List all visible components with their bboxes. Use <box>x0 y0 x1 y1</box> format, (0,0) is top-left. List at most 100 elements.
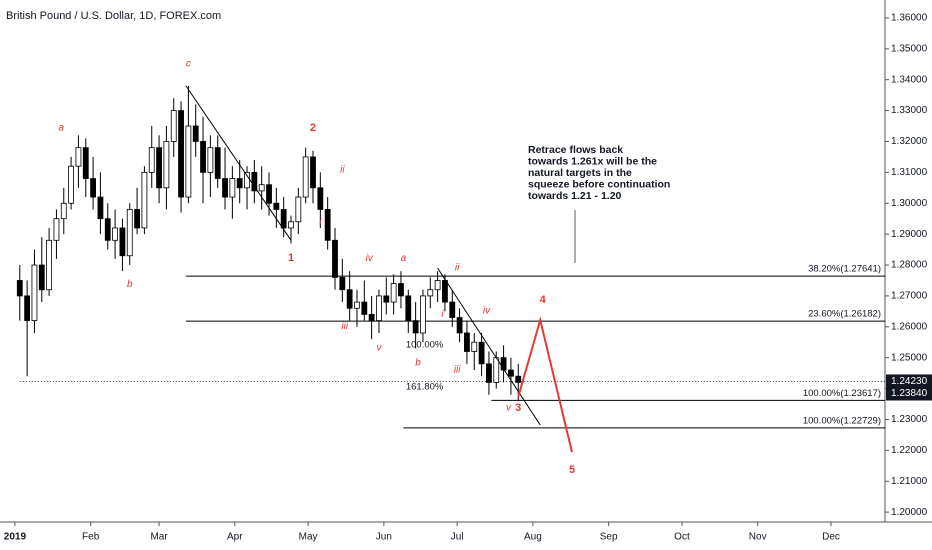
wave-label: i <box>441 309 444 320</box>
candle-body <box>90 178 96 198</box>
wave-label: a <box>59 123 65 134</box>
candle-body <box>148 147 155 173</box>
y-tick-label: 1.25000 <box>891 352 928 363</box>
candle-body <box>478 341 485 365</box>
wave-label: i <box>319 217 322 228</box>
candle-body <box>178 110 184 198</box>
candle-body <box>156 147 162 189</box>
candle-body <box>295 196 302 223</box>
candle-body <box>200 141 206 173</box>
x-tick-label: Mar <box>150 532 168 543</box>
note-line: natural targets in the <box>528 167 632 179</box>
y-tick-label: 1.33000 <box>891 105 928 116</box>
x-tick-label: Apr <box>227 532 243 543</box>
candle-body <box>390 283 397 303</box>
candle-body <box>244 171 250 189</box>
candle-body <box>53 218 60 241</box>
candle-body <box>456 317 463 334</box>
y-tick-label: 1.23000 <box>891 414 928 425</box>
candle-body <box>97 196 104 220</box>
wave-label: b <box>127 279 133 290</box>
candle-body <box>273 202 280 210</box>
candle-body <box>317 187 324 210</box>
candle-body <box>60 202 67 220</box>
candle-body <box>185 125 192 198</box>
wave-label: iii <box>454 365 461 376</box>
price-label-box <box>886 374 932 389</box>
candle-body <box>119 227 126 257</box>
price-label: 1.23840 <box>891 388 928 399</box>
candle-body <box>434 280 441 291</box>
wave-label: iv <box>483 306 491 317</box>
candle-body <box>192 125 199 142</box>
candle-body <box>346 289 353 309</box>
y-tick-label: 1.22000 <box>891 445 928 456</box>
y-tick-label: 1.35000 <box>891 43 928 54</box>
candle-body <box>486 363 492 383</box>
candle-body <box>126 209 133 257</box>
candle-body <box>310 156 316 189</box>
wave-label: 2 <box>310 122 316 134</box>
y-tick-label: 1.28000 <box>891 260 928 271</box>
candle-body <box>75 147 82 167</box>
candle-body <box>82 147 89 179</box>
y-tick-label: 1.34000 <box>891 74 928 85</box>
x-tick-label: Jun <box>376 532 392 543</box>
x-tick-label: Dec <box>822 532 840 543</box>
candle-body <box>104 218 111 241</box>
y-tick-label: 1.30000 <box>891 198 928 209</box>
wave-label: v <box>376 343 382 354</box>
candle-body <box>258 184 265 192</box>
candle-body <box>229 178 236 198</box>
candle-body <box>471 341 478 352</box>
candle-body <box>449 301 456 318</box>
x-tick-label: Sep <box>600 532 618 543</box>
candle-body <box>515 375 522 383</box>
candle-body <box>134 209 140 229</box>
x-tick-label: Aug <box>524 532 542 543</box>
y-tick-label: 1.32000 <box>891 136 928 147</box>
wave-label: a <box>401 253 407 264</box>
candle-body <box>361 301 368 315</box>
wave-label: v <box>506 403 512 414</box>
candle-body <box>16 280 23 297</box>
wave-label: 1 <box>288 252 294 264</box>
candle-body <box>376 295 382 322</box>
candle-body <box>405 295 412 322</box>
x-tick-label: May <box>299 532 318 543</box>
candle-body <box>266 184 272 204</box>
candle-body <box>420 295 426 334</box>
candle-body <box>442 280 448 303</box>
wave-label: ii <box>455 263 460 274</box>
candle-body <box>236 178 243 189</box>
fib-level-label: 23.60%(1.26182) <box>808 309 881 320</box>
price-label: 1.24230 <box>891 376 928 387</box>
x-tick-label: Feb <box>82 532 100 543</box>
y-tick-label: 1.26000 <box>891 321 928 332</box>
candle-body <box>288 221 294 229</box>
candle-body <box>383 295 390 303</box>
fib-level-label: 38.20%(1.27641) <box>808 264 881 275</box>
candle-body <box>324 209 331 241</box>
x-tick-label: Oct <box>674 532 690 543</box>
wave-label: b <box>415 358 421 369</box>
candle-body <box>24 295 31 322</box>
candle-body <box>207 147 214 173</box>
y-tick-label: 1.21000 <box>891 476 928 487</box>
x-tick-label: Jul <box>451 532 464 543</box>
candle-body <box>354 301 360 309</box>
trendline <box>437 267 541 426</box>
candle-body <box>222 178 228 198</box>
y-tick-label: 1.29000 <box>891 229 928 240</box>
fib-level-label: 100.00%(1.22729) <box>803 415 881 426</box>
candle-body <box>163 141 170 189</box>
candle-body <box>170 110 177 142</box>
candle-body <box>141 171 148 229</box>
candle-body <box>398 283 404 297</box>
wave-label: 3 <box>515 402 521 414</box>
note-line: Retrace flows back <box>528 144 623 156</box>
y-tick-label: 1.36000 <box>891 13 928 24</box>
candle-body <box>500 357 507 371</box>
price-label-box <box>886 386 932 401</box>
